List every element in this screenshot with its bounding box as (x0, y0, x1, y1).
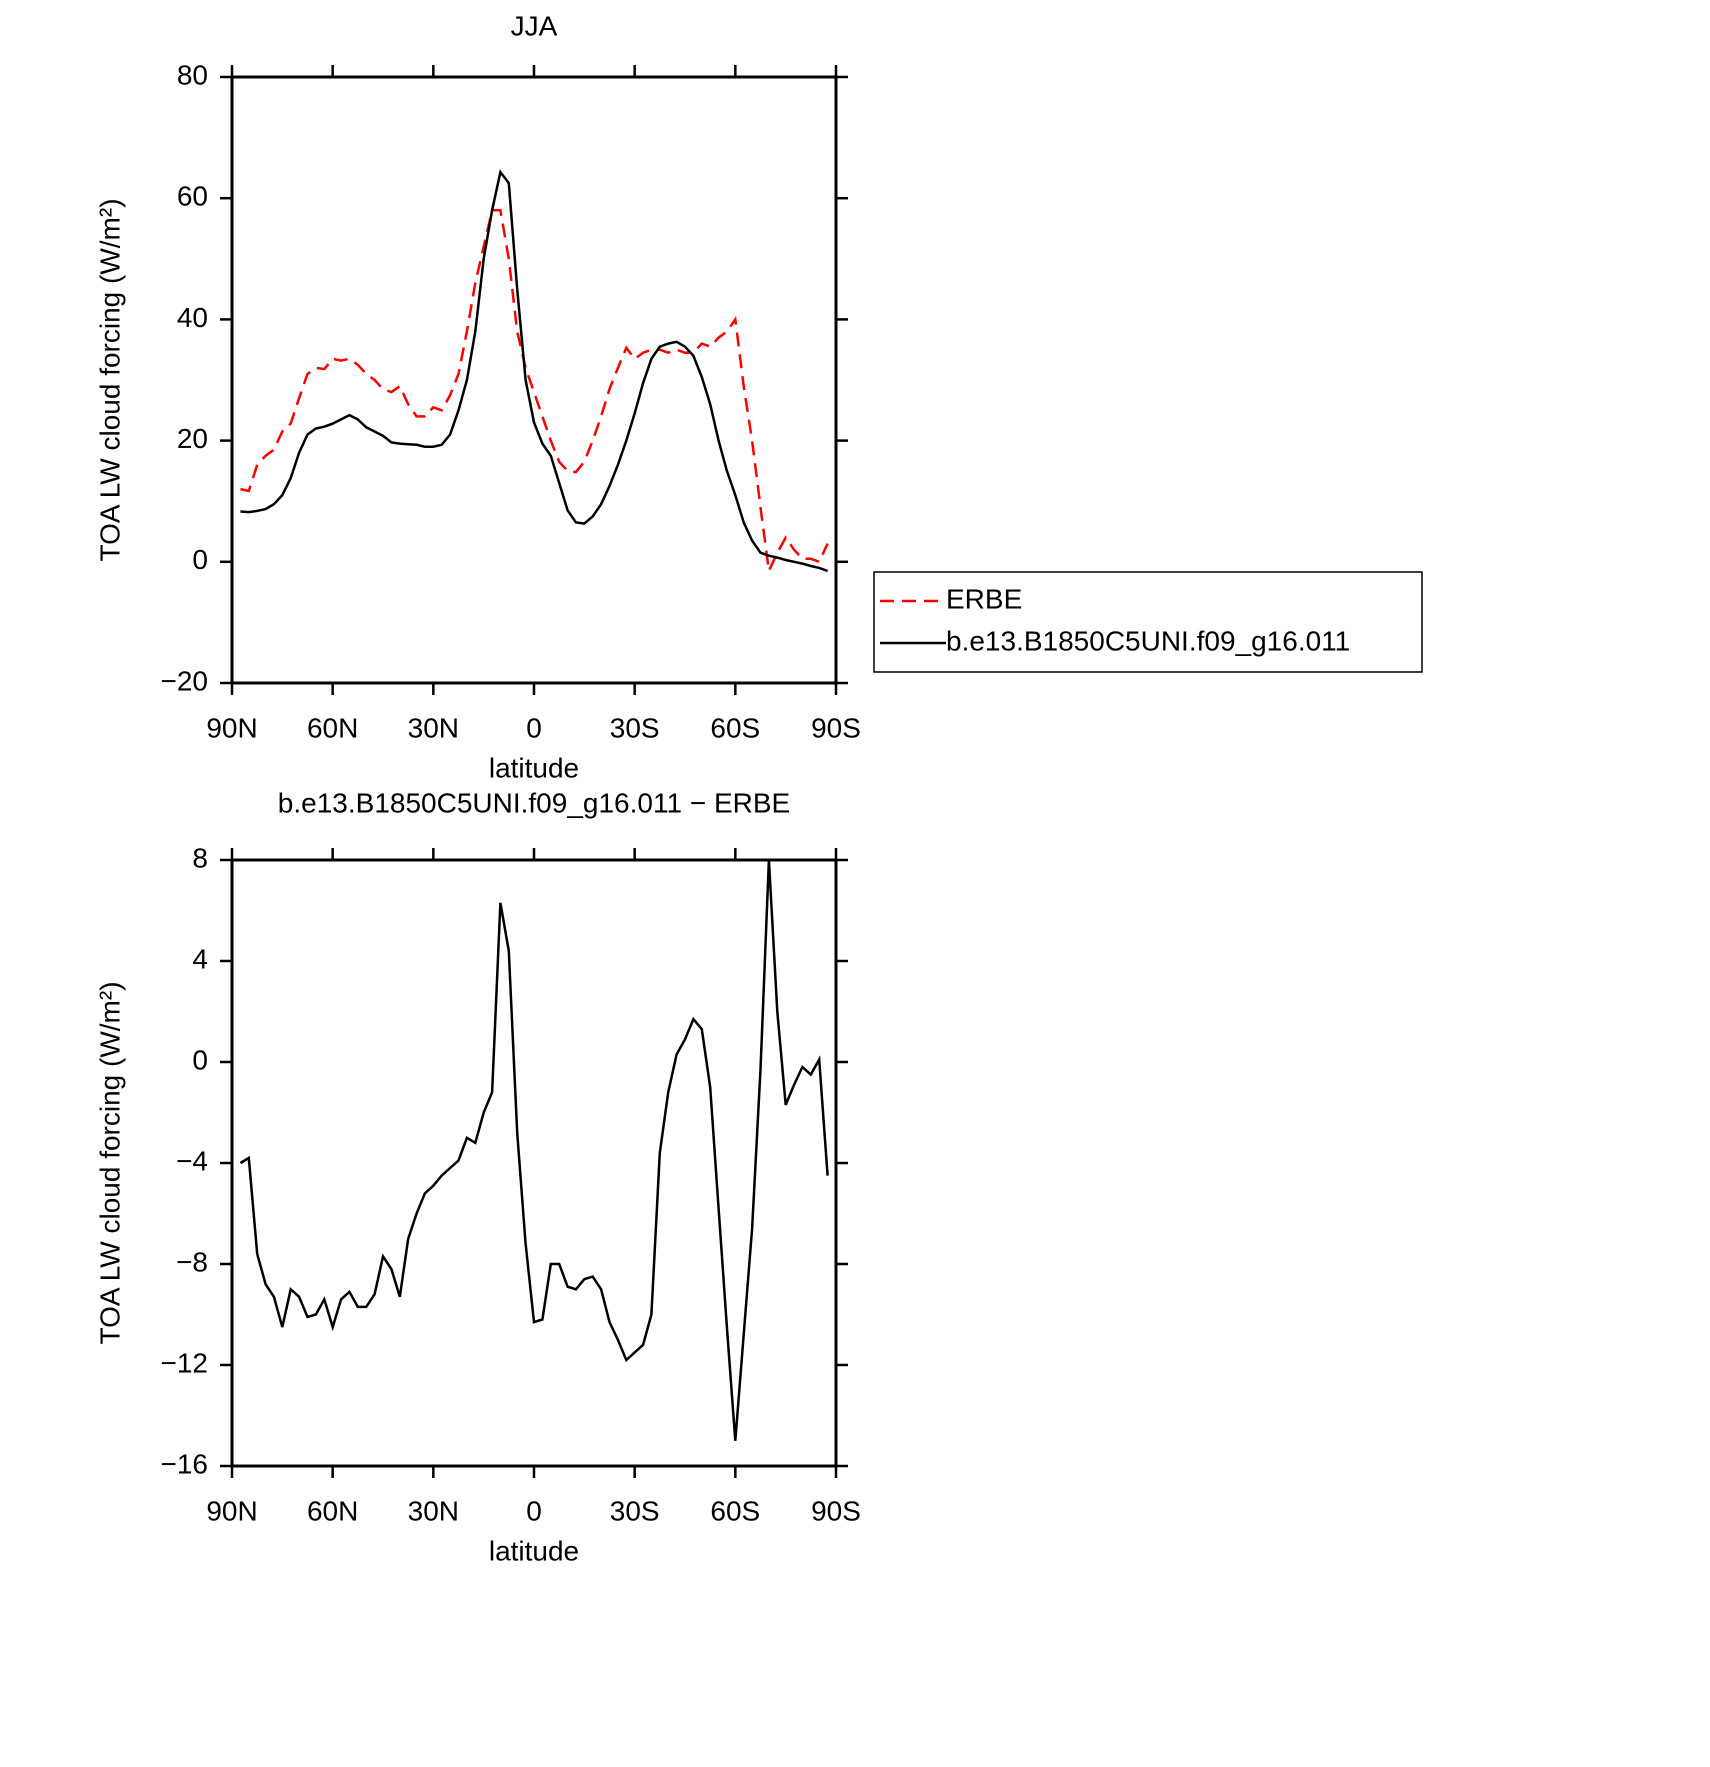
y-axis-label: TOA LW cloud forcing (W/m²) (94, 198, 125, 561)
y-tick-label: −12 (161, 1347, 209, 1378)
plot-frame (230, 858, 838, 1468)
x-tick-label: 90S (811, 1495, 861, 1526)
x-tick-label: 60N (307, 1495, 358, 1526)
data-line (240, 169, 829, 573)
y-tick-label: 60 (177, 181, 208, 212)
legend-label: ERBE (946, 583, 1022, 614)
x-tick-label: 30S (610, 1495, 660, 1526)
y-tick-label: 80 (177, 59, 208, 90)
x-tick-label: 90N (206, 1495, 257, 1526)
data-line (239, 859, 829, 1441)
y-tick-label: 20 (177, 423, 208, 454)
y-tick-label: −16 (161, 1448, 209, 1479)
x-tick-label: 60N (307, 712, 358, 743)
x-tick-label: 0 (526, 712, 542, 743)
y-tick-label: −4 (176, 1145, 208, 1176)
y-tick-label: 4 (192, 943, 208, 974)
y-tick-label: 0 (192, 1044, 208, 1075)
y-axis-label: TOA LW cloud forcing (W/m²) (94, 981, 125, 1344)
y-tick-label: −20 (161, 665, 209, 696)
y-tick-label: 8 (192, 842, 208, 873)
x-tick-label: 30N (408, 712, 459, 743)
legend-label: b.e13.B1850C5UNI.f09_g16.011 (946, 625, 1350, 656)
y-tick-label: 40 (177, 302, 208, 333)
x-tick-label: 30S (610, 712, 660, 743)
x-tick-label: 60S (710, 1495, 760, 1526)
x-tick-label: 60S (710, 712, 760, 743)
x-tick-label: 30N (408, 1495, 459, 1526)
chart-title: b.e13.B1850C5UNI.f09_g16.011 − ERBE (278, 787, 790, 818)
x-axis-label: latitude (489, 752, 579, 783)
x-tick-label: 90S (811, 712, 861, 743)
x-axis-label: latitude (489, 1535, 579, 1566)
plot-frame (230, 75, 838, 685)
legend-box (873, 571, 1423, 673)
chart-title: JJA (511, 10, 558, 41)
x-tick-label: 90N (206, 712, 257, 743)
y-tick-label: −8 (176, 1246, 208, 1277)
x-tick-label: 0 (526, 1495, 542, 1526)
data-line (240, 209, 829, 576)
y-tick-label: 0 (192, 544, 208, 575)
